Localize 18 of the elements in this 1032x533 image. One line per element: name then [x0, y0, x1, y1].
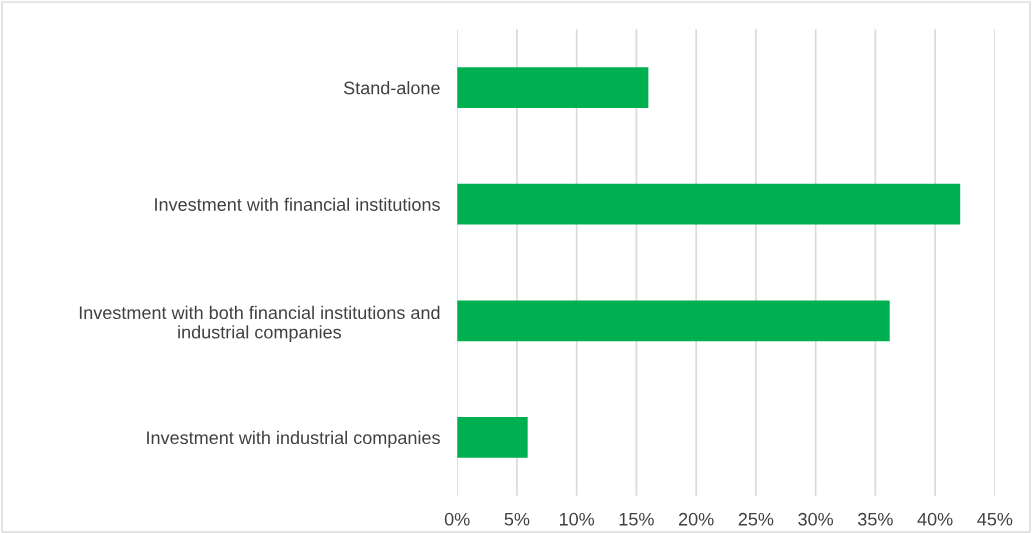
bar	[457, 300, 890, 342]
x-tick-label: 45%	[977, 512, 1013, 526]
x-tick-label: 0%	[444, 512, 470, 526]
x-tick-label: 30%	[798, 512, 834, 526]
x-tick-label: 20%	[678, 512, 714, 526]
bar	[457, 416, 528, 458]
bar	[457, 67, 649, 109]
x-tick-label: 15%	[619, 512, 654, 526]
x-tick-label: 10%	[559, 512, 595, 526]
y-tick-label: Investment with industrial companies	[147, 430, 440, 448]
y-tick-label: Investment with financial institutions	[155, 197, 440, 211]
y-tick-label: Stand-alone	[343, 81, 440, 95]
x-tick-label: 40%	[917, 512, 953, 526]
y-tick-label: Investment with both financial institutions and industrial companies	[79, 305, 440, 343]
x-tick-label: 5%	[504, 512, 530, 526]
x-tick-label: 35%	[857, 512, 893, 526]
bar	[457, 183, 961, 225]
x-tick-label: 25%	[738, 512, 774, 526]
